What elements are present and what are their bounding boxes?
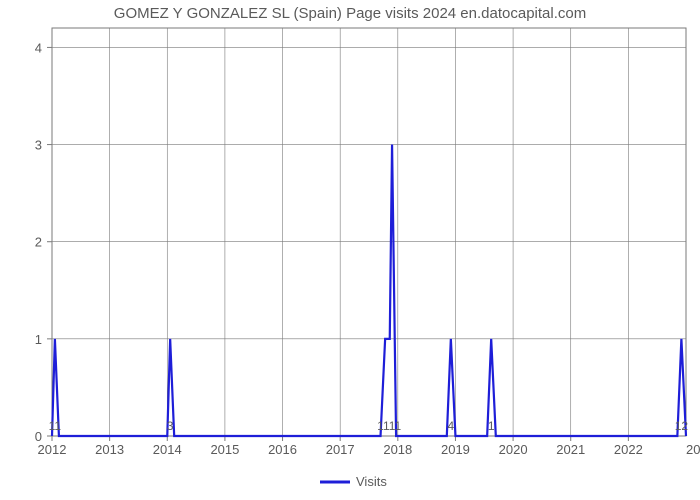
chart-legend: Visits xyxy=(320,474,387,489)
point-value-label: 11 xyxy=(49,419,62,433)
visits-chart: GOMEZ Y GONZALEZ SL (Spain) Page visits … xyxy=(0,0,700,500)
point-labels: 11 3 1111 4 1 12 xyxy=(49,419,689,433)
y-axis-ticks: 01234 xyxy=(35,40,52,444)
chart-grid xyxy=(52,28,686,436)
x-tick-label: 2015 xyxy=(210,442,239,457)
x-tick-label: 2022 xyxy=(614,442,643,457)
y-tick-label: 2 xyxy=(35,235,42,250)
x-tick-label: 2013 xyxy=(95,442,124,457)
x-tick-label: 2018 xyxy=(383,442,412,457)
point-value-label: 12 xyxy=(675,419,689,433)
x-tick-label: 2017 xyxy=(326,442,355,457)
plot-border xyxy=(52,28,686,436)
x-tick-label: 2019 xyxy=(441,442,470,457)
point-value-label: 3 xyxy=(167,419,174,433)
point-value-label: 1 xyxy=(488,419,495,433)
x-tick-label: 2012 xyxy=(38,442,67,457)
y-tick-label: 3 xyxy=(35,138,42,153)
legend-label: Visits xyxy=(356,474,387,489)
point-value-label: 4 xyxy=(447,419,454,433)
y-tick-label: 4 xyxy=(35,40,42,55)
x-tick-label: 2014 xyxy=(153,442,182,457)
point-value-label: 1111 xyxy=(377,419,401,433)
x-tick-label: 202 xyxy=(686,442,700,457)
y-tick-label: 1 xyxy=(35,332,42,347)
x-tick-label: 2016 xyxy=(268,442,297,457)
x-axis-ticks: 2012 2013 2014 2015 2016 2017 2018 2019 2020 2021… xyxy=(38,436,700,457)
x-tick-label: 2020 xyxy=(499,442,528,457)
x-tick-label: 2021 xyxy=(556,442,585,457)
chart-title: GOMEZ Y GONZALEZ SL (Spain) Page visits … xyxy=(114,5,586,22)
visits-series-line xyxy=(52,145,686,436)
